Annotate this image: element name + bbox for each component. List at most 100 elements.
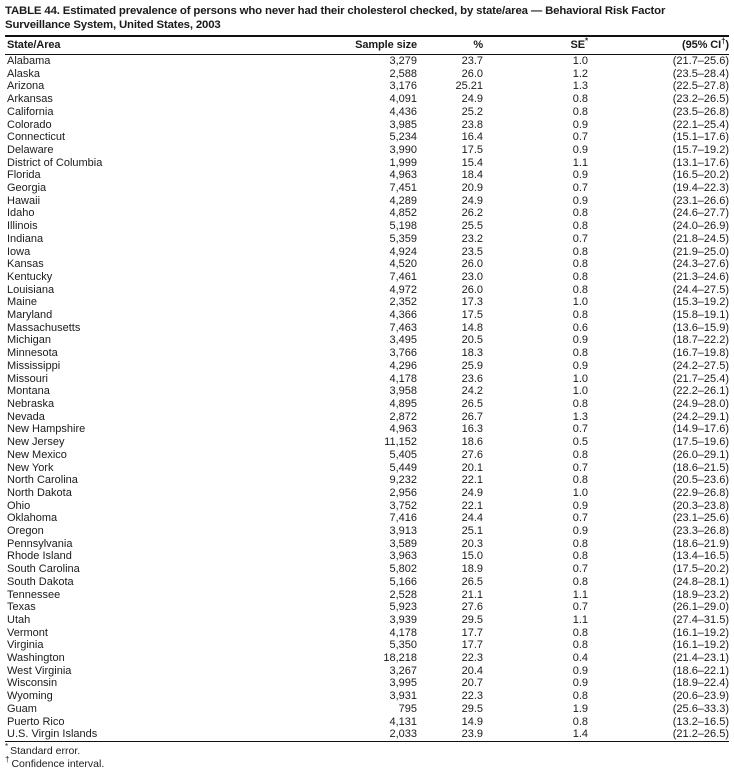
se-cell: 0.8 bbox=[572, 397, 588, 410]
percent-cell: 20.4 bbox=[461, 664, 483, 677]
table-row: Indiana 5,359 23.2 0.7 (21.8–24.5) bbox=[5, 233, 729, 246]
ci-cell: (21.8–24.5) bbox=[672, 232, 729, 245]
footnote-confidence-interval: † Confidence interval. bbox=[5, 755, 729, 771]
ci-cell: (25.6–33.3) bbox=[672, 702, 729, 715]
sample-size-cell: 3,589 bbox=[389, 537, 417, 550]
ci-cell: (22.1–25.4) bbox=[672, 118, 729, 131]
sample-size-cell: 3,985 bbox=[389, 118, 417, 131]
sample-size-cell: 5,166 bbox=[389, 575, 417, 588]
footnotes: * Standard error. † Confidence interval. bbox=[5, 743, 729, 771]
state-name-cell: Puerto Rico bbox=[7, 715, 65, 728]
se-cell: 1.1 bbox=[572, 156, 588, 169]
ci-cell: (18.6–21.5) bbox=[672, 461, 729, 474]
sample-size-cell: 5,449 bbox=[389, 461, 417, 474]
sample-size-cell: 3,990 bbox=[389, 143, 417, 156]
sample-size-cell: 4,852 bbox=[389, 207, 417, 220]
table-row: Alaska 2,588 26.0 1.2 (23.5–28.4) bbox=[5, 68, 729, 81]
footnote-standard-error: * Standard error. bbox=[5, 743, 729, 758]
sample-size-cell: 3,939 bbox=[389, 613, 417, 626]
se-cell: 0.8 bbox=[572, 283, 588, 296]
state-name-cell: Alaska bbox=[7, 67, 41, 80]
sample-size-cell: 3,752 bbox=[389, 499, 417, 512]
sample-size-cell: 7,463 bbox=[389, 321, 417, 334]
percent-cell: 27.6 bbox=[461, 601, 483, 614]
sample-size-cell: 5,198 bbox=[389, 220, 417, 233]
se-cell: 0.9 bbox=[572, 525, 588, 538]
sample-size-cell: 5,359 bbox=[389, 232, 417, 245]
state-name-cell: Idaho bbox=[7, 207, 35, 220]
ci-header: (95% CI†) bbox=[682, 36, 729, 51]
percent-cell: 18.6 bbox=[461, 436, 483, 449]
percent-cell: 25.9 bbox=[461, 359, 483, 372]
percent-cell: 23.9 bbox=[461, 728, 483, 741]
ci-cell: (22.9–26.8) bbox=[672, 486, 729, 499]
sample-size-cell: 3,958 bbox=[389, 385, 417, 398]
se-cell: 0.8 bbox=[572, 639, 588, 652]
se-cell: 0.9 bbox=[572, 118, 588, 131]
se-cell: 0.7 bbox=[572, 563, 588, 576]
percent-cell: 26.0 bbox=[461, 258, 483, 271]
se-cell: 0.6 bbox=[572, 321, 588, 334]
se-cell: 0.7 bbox=[572, 461, 588, 474]
se-cell: 1.1 bbox=[572, 588, 588, 601]
state-name-cell: Kentucky bbox=[7, 270, 53, 283]
percent-cell: 26.5 bbox=[461, 397, 483, 410]
state-name-cell: New Jersey bbox=[7, 436, 65, 449]
sample-size-cell: 7,451 bbox=[389, 182, 417, 195]
ci-cell: (23.1–26.6) bbox=[672, 194, 729, 207]
sample-size-cell: 4,963 bbox=[389, 169, 417, 182]
sample-size-cell: 2,956 bbox=[389, 486, 417, 499]
state-area-header: State/Area bbox=[7, 39, 61, 51]
sample-size-cell: 2,033 bbox=[389, 728, 417, 741]
ci-cell: (14.9–17.6) bbox=[672, 423, 729, 436]
state-name-cell: Ohio bbox=[7, 499, 31, 512]
percent-cell: 29.5 bbox=[461, 702, 483, 715]
table-row: Iowa 4,924 23.5 0.8 (21.9–25.0) bbox=[5, 246, 729, 259]
state-name-cell: South Carolina bbox=[7, 563, 80, 576]
percent-cell: 14.8 bbox=[461, 321, 483, 334]
table-row: U.S. Virgin Islands 2,033 23.9 1.4 (21.2–26.… bbox=[5, 728, 729, 741]
ci-cell: (24.6–27.7) bbox=[672, 207, 729, 220]
se-cell: 1.0 bbox=[572, 486, 588, 499]
table-row: California 4,436 25.2 0.8 (23.5–26.8) bbox=[5, 106, 729, 119]
table-row: Alabama 3,279 23.7 1.0 (21.7–25.6) bbox=[5, 55, 729, 68]
sample-size-cell: 3,279 bbox=[389, 55, 417, 67]
state-name-cell: District of Columbia bbox=[7, 156, 103, 169]
percent-cell: 26.2 bbox=[461, 207, 483, 220]
table-title: TABLE 44. Estimated prevalence of person… bbox=[0, 0, 734, 35]
se-cell: 0.7 bbox=[572, 601, 588, 614]
ci-cell: (24.9–28.0) bbox=[672, 397, 729, 410]
table-row: Pennsylvania 3,589 20.3 0.8 (18.6–21.9) bbox=[5, 538, 729, 551]
percent-cell: 23.8 bbox=[461, 118, 483, 131]
state-name-cell: Arizona bbox=[7, 80, 45, 93]
se-cell: 0.8 bbox=[572, 309, 588, 322]
se-cell: 0.9 bbox=[572, 143, 588, 156]
ci-cell: (23.1–25.6) bbox=[672, 512, 729, 525]
percent-cell: 14.9 bbox=[461, 715, 483, 728]
state-name-cell: Delaware bbox=[7, 143, 54, 156]
ci-cell: (23.5–28.4) bbox=[672, 67, 729, 80]
se-cell: 0.9 bbox=[572, 169, 588, 182]
table-row: West Virginia 3,267 20.4 0.9 (18.6–22.1) bbox=[5, 665, 729, 678]
table-row: District of Columbia 1,999 15.4 1.1 (13.1–17… bbox=[5, 157, 729, 170]
ci-cell: (20.6–23.9) bbox=[672, 690, 729, 703]
dagger-marker: † bbox=[5, 755, 10, 765]
se-cell: 0.8 bbox=[572, 690, 588, 703]
table-row: Wisconsin 3,995 20.7 0.9 (18.9–22.4) bbox=[5, 677, 729, 690]
table-row: Utah 3,939 29.5 1.1 (27.4–31.5) bbox=[5, 614, 729, 627]
table-row: Kentucky 7,461 23.0 0.8 (21.3–24.6) bbox=[5, 271, 729, 284]
footnote-text: Confidence interval. bbox=[11, 757, 105, 770]
table-row: New Jersey 11,152 18.6 0.5 (17.5–19.6) bbox=[5, 436, 729, 449]
ci-cell: (13.6–15.9) bbox=[672, 321, 729, 334]
ci-cell: (15.1–17.6) bbox=[672, 131, 729, 144]
se-cell: 1.0 bbox=[572, 296, 588, 309]
sample-size-cell: 3,267 bbox=[389, 664, 417, 677]
sample-size-cell: 4,924 bbox=[389, 245, 417, 258]
table-row: Connecticut 5,234 16.4 0.7 (15.1–17.6) bbox=[5, 131, 729, 144]
se-cell: 0.8 bbox=[572, 474, 588, 487]
se-cell: 0.7 bbox=[572, 131, 588, 144]
percent-cell: 20.1 bbox=[461, 461, 483, 474]
table-row: New Hampshire 4,963 16.3 0.7 (14.9–17.6) bbox=[5, 423, 729, 436]
state-name-cell: Wisconsin bbox=[7, 677, 58, 690]
state-name-cell: California bbox=[7, 105, 54, 118]
